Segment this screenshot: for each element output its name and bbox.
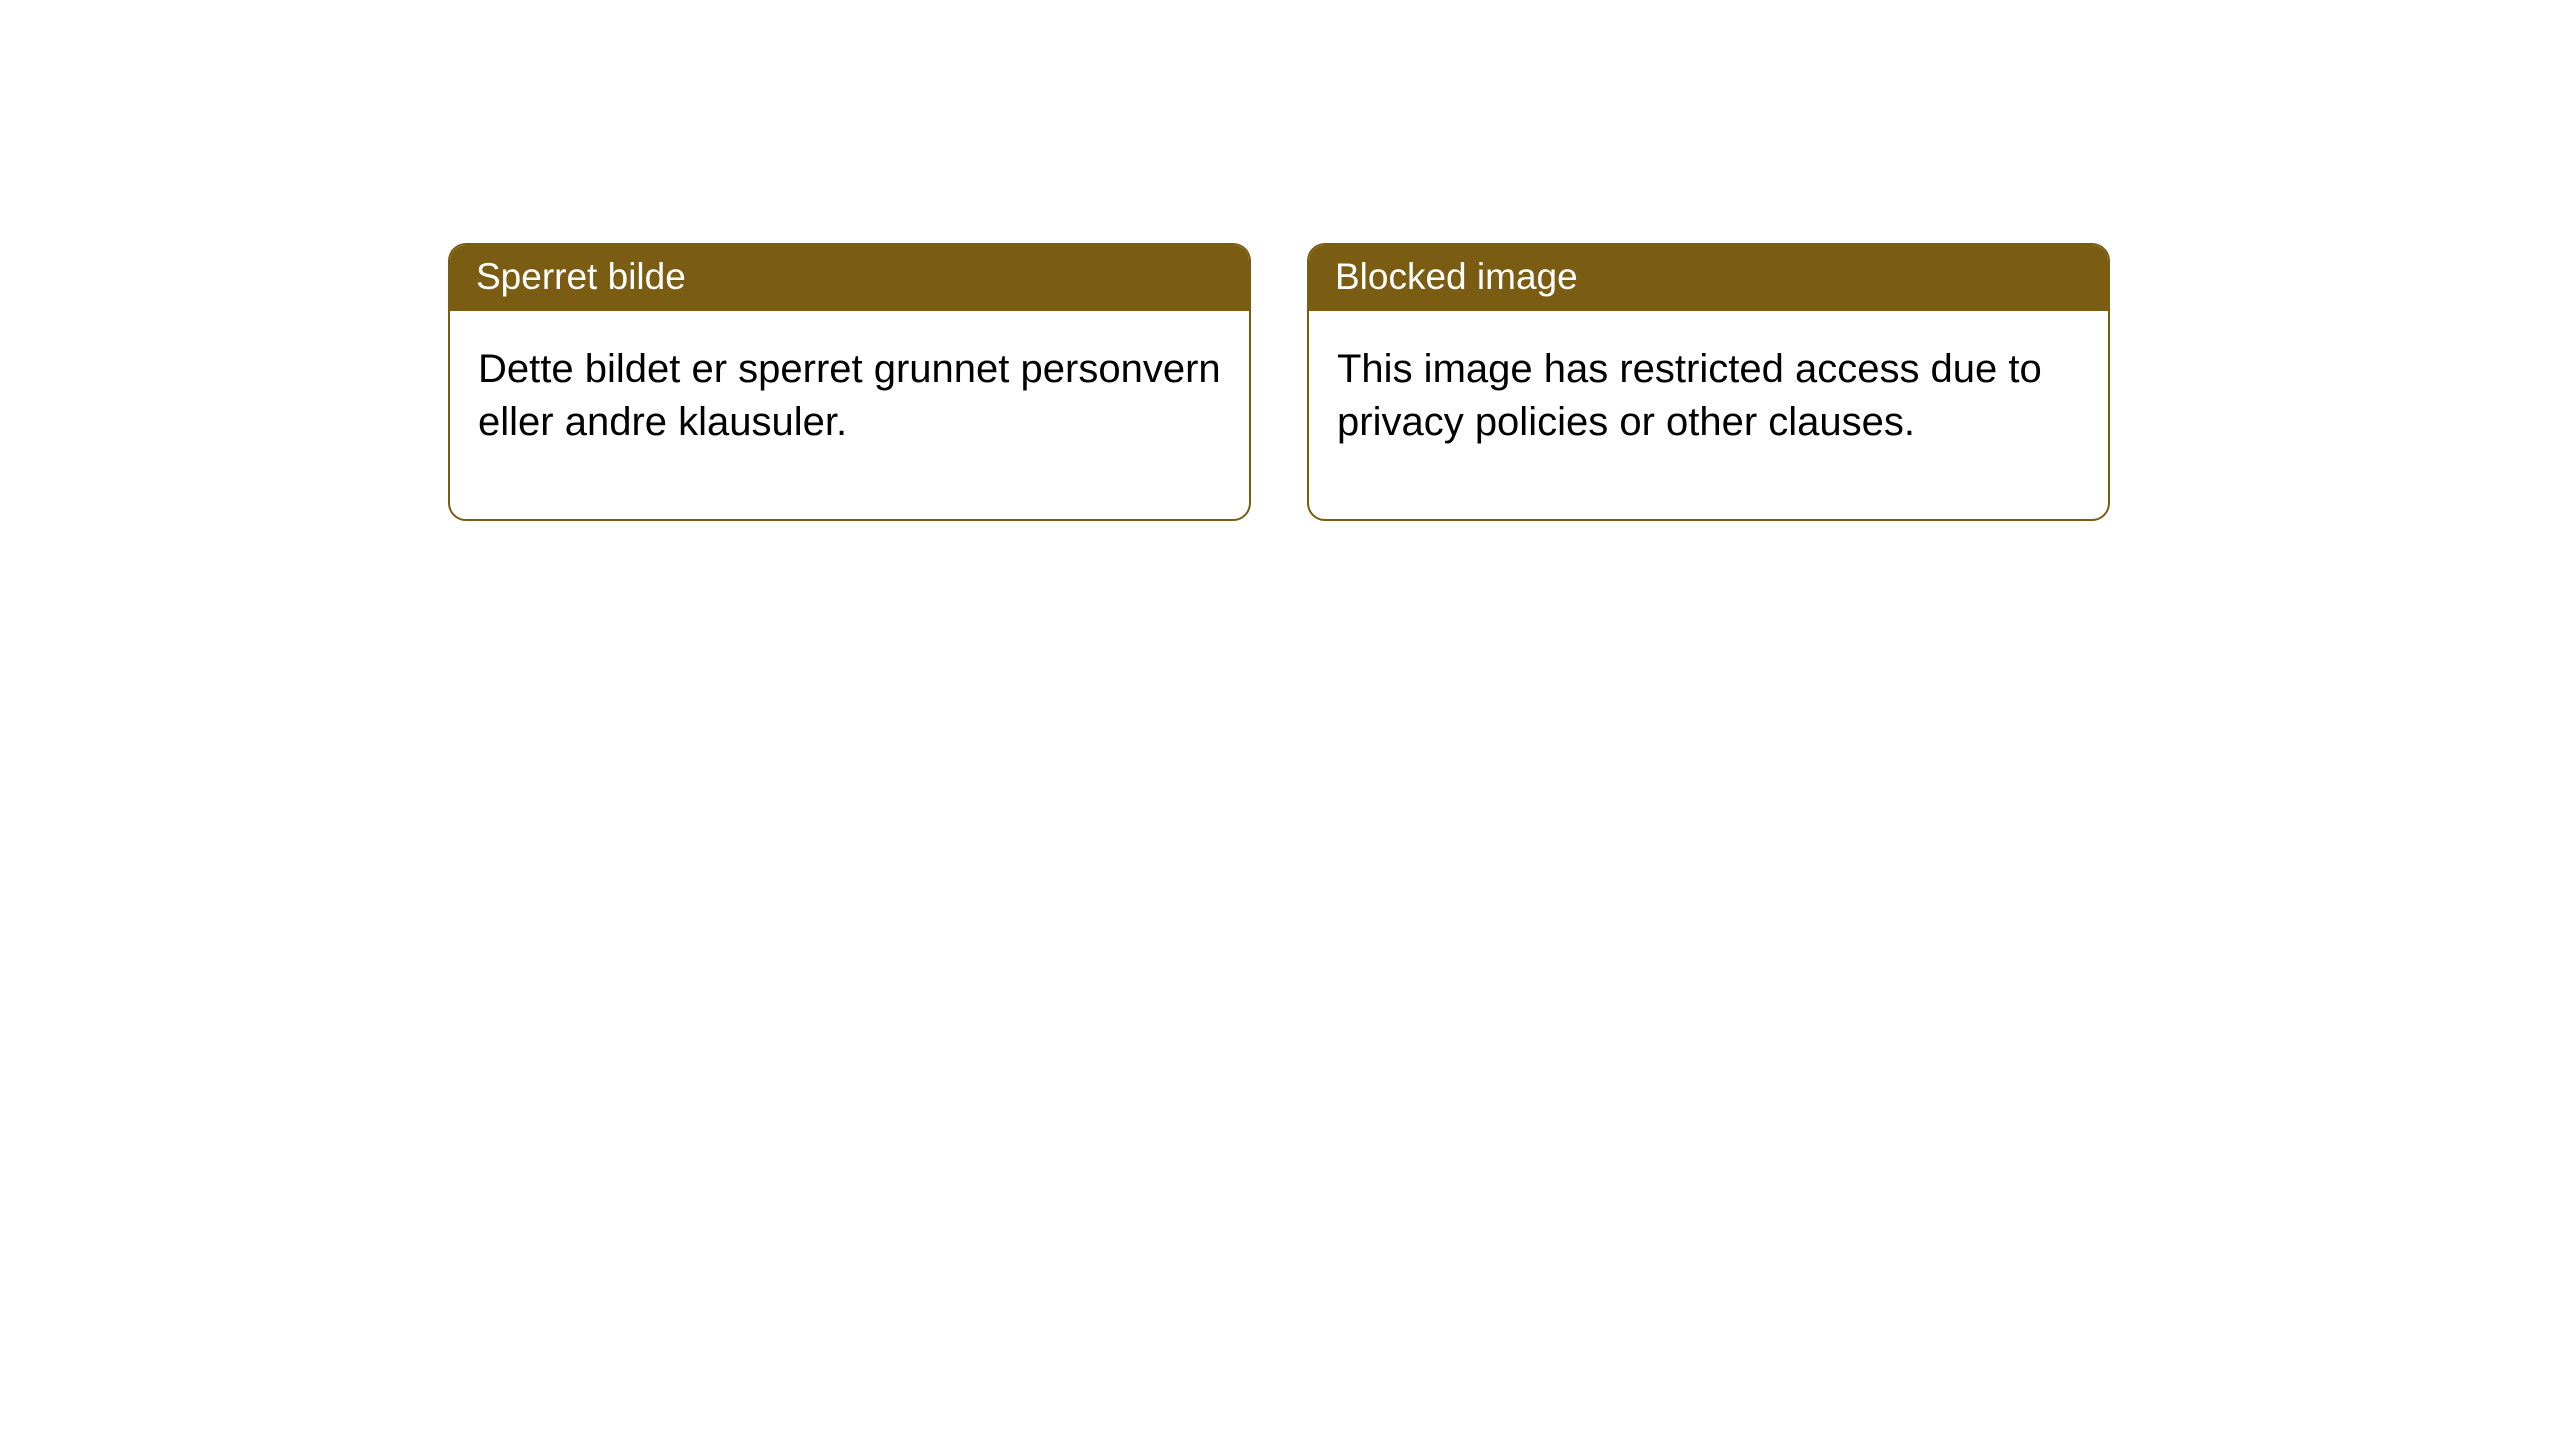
notice-body-norwegian: Dette bildet er sperret grunnet personve…	[450, 311, 1249, 519]
notice-card-norwegian: Sperret bilde Dette bildet er sperret gr…	[448, 243, 1251, 521]
notice-title-english: Blocked image	[1309, 245, 2108, 311]
notice-container: Sperret bilde Dette bildet er sperret gr…	[448, 243, 2110, 521]
notice-card-english: Blocked image This image has restricted …	[1307, 243, 2110, 521]
notice-body-english: This image has restricted access due to …	[1309, 311, 2108, 519]
notice-title-norwegian: Sperret bilde	[450, 245, 1249, 311]
